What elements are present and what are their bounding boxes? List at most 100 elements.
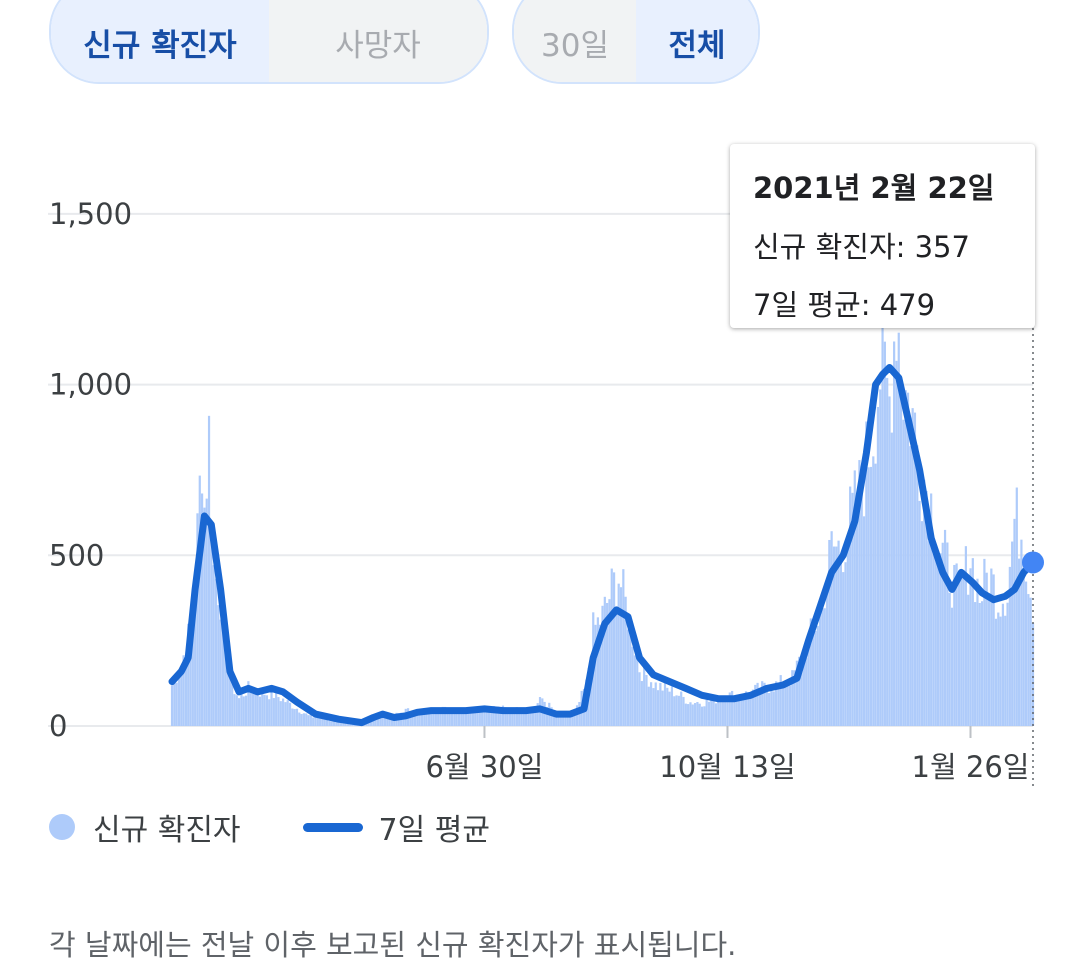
daily-cases-bar	[927, 541, 930, 726]
daily-cases-bar	[883, 341, 886, 726]
daily-cases-bar	[893, 341, 896, 726]
daily-cases-bar	[251, 693, 255, 726]
daily-cases-bar	[717, 699, 720, 726]
range-toggle: 30일 전체	[512, 0, 760, 84]
daily-cases-bar	[638, 672, 641, 726]
range-all-tab[interactable]: 전체	[636, 0, 758, 82]
daily-cases-bar	[851, 492, 854, 726]
daily-cases-bar	[932, 548, 935, 726]
cases-tab[interactable]: 신규 확진자	[51, 0, 269, 82]
daily-cases-bar	[654, 682, 657, 726]
daily-cases-bar	[617, 583, 620, 726]
daily-cases-bar	[293, 709, 296, 726]
daily-cases-bar	[244, 695, 248, 726]
daily-cases-bar	[916, 445, 919, 726]
daily-cases-bar	[601, 605, 604, 726]
daily-cases-bar	[703, 706, 706, 726]
daily-cases-bar	[682, 696, 685, 726]
daily-cases-bar	[1024, 581, 1028, 726]
daily-cases-bar	[652, 688, 655, 726]
daily-cases-bar	[187, 623, 190, 726]
daily-cases-bar	[911, 408, 914, 726]
daily-cases-bar	[853, 470, 856, 726]
daily-cases-bar	[909, 446, 912, 726]
daily-cases-bar	[457, 712, 461, 726]
range-30-days-tab[interactable]: 30일	[514, 0, 636, 82]
daily-cases-bar	[890, 432, 893, 726]
daily-cases-bar	[279, 701, 282, 726]
y-tick-label: 500	[49, 538, 104, 572]
daily-cases-bar	[383, 716, 387, 726]
daily-cases-bar	[980, 601, 984, 726]
daily-cases-bar	[640, 681, 643, 726]
daily-cases-bar	[534, 706, 537, 726]
daily-cases-bar	[210, 532, 213, 726]
daily-cases-bar	[844, 562, 847, 726]
daily-cases-bar	[427, 707, 431, 726]
daily-cases-bar	[464, 710, 468, 726]
daily-cases-bar	[710, 700, 713, 726]
daily-cases-bar	[777, 682, 780, 726]
daily-cases-bar	[923, 479, 926, 726]
daily-cases-bar	[261, 688, 264, 726]
daily-cases-bar	[1011, 541, 1014, 726]
daily-cases-bar	[214, 578, 218, 726]
daily-cases-bar	[256, 693, 259, 726]
daily-cases-bar	[515, 707, 518, 726]
daily-cases-bar	[714, 703, 718, 726]
daily-cases-bar	[939, 553, 942, 726]
daily-cases-bar	[448, 709, 451, 726]
daily-cases-bar	[349, 723, 352, 726]
daily-cases-bar	[550, 707, 553, 726]
daily-cases-bar	[612, 572, 616, 726]
daily-cases-bar	[494, 708, 498, 726]
daily-cases-bar	[832, 546, 836, 726]
daily-cases-bar	[212, 565, 215, 726]
daily-cases-bar	[594, 624, 597, 726]
daily-cases-bar	[814, 631, 817, 726]
daily-cases-bar	[501, 705, 505, 726]
daily-cases-bar	[906, 392, 910, 726]
daily-cases-bar	[964, 546, 967, 726]
daily-cases-bar	[1029, 597, 1032, 726]
daily-cases-bar	[437, 712, 440, 726]
daily-cases-bar	[647, 686, 650, 726]
daily-cases-bar	[474, 711, 477, 726]
daily-cases-bar	[337, 722, 340, 726]
daily-cases-bar	[559, 715, 562, 726]
daily-cases-bar	[967, 594, 970, 726]
daily-cases-bar	[531, 708, 535, 726]
daily-cases-bar	[545, 706, 549, 726]
deaths-tab[interactable]: 사망자	[269, 0, 487, 82]
daily-cases-bar	[687, 704, 690, 726]
daily-cases-bar	[765, 688, 768, 726]
cases-chart[interactable]: 0 500 1,000 1,500 6월 30일 10월 13일 1월 26일	[0, 0, 1080, 800]
daily-cases-bar	[608, 599, 611, 726]
daily-cases-bar	[307, 715, 310, 726]
daily-cases-bar	[633, 655, 637, 726]
daily-cases-bar	[619, 587, 623, 726]
daily-cases-bar	[946, 542, 949, 726]
daily-cases-bar	[650, 682, 653, 726]
daily-cases-bar	[849, 486, 852, 726]
daily-cases-bar	[254, 689, 257, 726]
daily-cases-bar	[943, 529, 947, 726]
daily-cases-bar	[744, 691, 748, 726]
daily-cases-bar	[761, 681, 764, 726]
daily-cases-bar	[242, 696, 245, 726]
daily-cases-bar	[862, 516, 866, 726]
daily-cases-bar	[573, 712, 576, 726]
daily-cases-bar	[791, 670, 794, 726]
daily-cases-bar	[740, 697, 743, 726]
daily-cases-bar	[770, 690, 773, 726]
daily-cases-bar	[233, 694, 236, 726]
tooltip-average: 7일 평균: 479	[753, 288, 936, 322]
daily-cases-bar	[599, 624, 602, 726]
y-tick-label: 0	[49, 709, 67, 743]
tooltip-date: 2021년 2월 22일	[753, 171, 995, 205]
daily-cases-bar	[948, 592, 951, 726]
latest-point-marker	[1022, 551, 1044, 574]
daily-cases-bar	[855, 505, 859, 726]
daily-cases-bar	[520, 712, 523, 726]
daily-cases-bar	[316, 717, 319, 726]
